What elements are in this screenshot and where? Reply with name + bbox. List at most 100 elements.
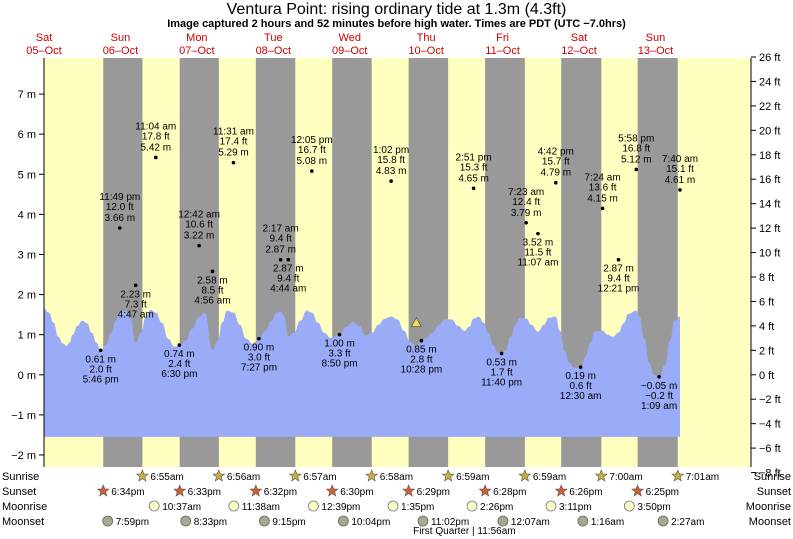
day-date: 09–Oct: [332, 45, 367, 57]
day-date: 05–Oct: [26, 45, 61, 57]
moonrise-icon: [387, 500, 399, 512]
right-tick-label: 10 ft: [759, 248, 780, 260]
sunrise-time: 6:57am: [303, 472, 336, 483]
tide-m-label: 3.66 m: [105, 213, 136, 224]
tide-time-label: 11:40 pm: [481, 378, 522, 389]
moonset-time: 11:02pm: [431, 517, 469, 528]
right-tick-label: −8 ft: [759, 468, 781, 480]
moonset-time: 10:04pm: [351, 517, 390, 528]
moonrise-icon: [308, 500, 319, 512]
right-tick-label: 2 ft: [759, 345, 774, 357]
tide-time-label: 4:47 am: [118, 309, 154, 320]
sunrise-icon: [594, 469, 608, 482]
day-labels: Sat05–OctSun06–OctMon07–OctTue08–OctWed0…: [26, 32, 673, 57]
moonrise-icon: [623, 500, 635, 512]
tide-ft-label: 17.8 ft: [142, 131, 170, 142]
tide-time-label: 11:49 pm: [99, 192, 140, 203]
tide-extremum-dot: [117, 226, 122, 230]
day-weekday: Sat: [571, 32, 588, 44]
tide-extremum-dot: [310, 169, 314, 173]
tide-ft-label: 1.7 ft: [491, 368, 513, 379]
moonset-icon: [577, 515, 589, 527]
tide-m-label: 5.42 m: [140, 142, 171, 153]
tide-time-label: 12:30 am: [560, 391, 602, 402]
moonset-icon: [180, 515, 192, 527]
sunset-time: 6:30pm: [340, 487, 373, 498]
current-level-marker: [410, 316, 422, 328]
row-label-left: Moonset: [2, 516, 44, 528]
tide-time-label: 12:21 pm: [598, 284, 640, 295]
tide-m-label: 2.87 m: [265, 245, 296, 256]
tide-ft-label: 2.0 ft: [90, 364, 112, 375]
axes: −2 m −1 m 0 m 1 m 2 m 3 m 4 m 5 m 6 m 7 m −8 ft −6 …: [11, 52, 780, 480]
tide-ft-label: −0.2 ft: [645, 391, 673, 402]
moonset-time: 7:59pm: [116, 517, 149, 528]
tide-m-label: 0.85 m: [406, 345, 437, 356]
sunrise-icon: [441, 469, 455, 482]
sunrise-icon: [365, 469, 379, 482]
sunset-icon: [325, 484, 339, 497]
moonset-icon: [417, 515, 429, 527]
tide-time-label: 12:05 pm: [291, 135, 333, 146]
tide-extremum-dot: [197, 243, 201, 248]
sunrise-time: 6:58am: [380, 472, 413, 483]
tide-m-label: 0.74 m: [164, 349, 195, 360]
tide-time-label: 4:44 am: [270, 284, 306, 295]
tide-time-label: 2:17 am: [263, 224, 299, 235]
day-weekday: Thu: [417, 32, 436, 44]
tide-ft-label: 15.8 ft: [377, 155, 405, 166]
tide-ft-label: 16.8 ft: [622, 143, 650, 154]
tide-extremum-dot: [678, 188, 682, 192]
moonrise-icon: [148, 500, 160, 512]
tide-m-label: 4.15 m: [587, 193, 618, 204]
tide-extremum-dot: [98, 348, 103, 353]
tide-ft-label: 13.6 ft: [589, 182, 617, 193]
tide-time-label: 10:28 pm: [401, 365, 443, 376]
tide-ft-label: 3.0 ft: [248, 353, 270, 364]
tide-extremum-dot: [278, 257, 283, 262]
tide-ft-label: 12.4 ft: [512, 197, 540, 208]
tide-ft-label: 0.6 ft: [569, 381, 591, 392]
tide-ft-label: 10.6 ft: [185, 220, 213, 231]
tide-extremum-dot: [657, 374, 661, 379]
tide-time-label: 7:23 am: [508, 187, 544, 198]
tide-extremum-dot: [337, 332, 342, 337]
tide-extremum-dot: [524, 221, 528, 225]
moonrise-time: 1:35pm: [401, 502, 434, 513]
sunset-time: 6:32pm: [264, 487, 297, 498]
sunrise-icon: [288, 469, 302, 482]
row-label-right: Sunset: [757, 486, 791, 498]
moonrise-time: 12:39pm: [321, 502, 360, 513]
tide-time-label: 8:50 pm: [321, 359, 357, 370]
right-tick-label: 24 ft: [759, 76, 780, 88]
day-weekday: Tue: [264, 32, 283, 44]
sunset-icon: [96, 484, 110, 497]
sunset-time: 6:34pm: [111, 487, 144, 498]
tide-time-label: 11:04 am: [135, 121, 176, 132]
tide-ft-label: 11.5 ft: [524, 248, 551, 259]
moon-phase-label: First Quarter | 11:56am: [413, 526, 515, 537]
tide-extremum-dot: [536, 231, 540, 236]
tide-extremum-dot: [600, 206, 605, 211]
tide-ft-label: 16.7 ft: [298, 145, 326, 156]
tide-m-label: 0.19 m: [565, 371, 596, 382]
sunrise-icon: [135, 469, 149, 482]
tide-m-label: 5.08 m: [297, 156, 328, 167]
moonset-icon: [657, 515, 669, 527]
tide-m-label: 5.29 m: [218, 148, 249, 159]
tide-time-label: 5:46 pm: [83, 374, 119, 385]
tide-ft-label: 15.3 ft: [460, 162, 488, 173]
tide-time-label: 12:42 am: [178, 210, 220, 221]
tide-time-label: 7:40 am: [662, 154, 698, 165]
sunset-icon: [554, 484, 568, 497]
sunrise-time: 7:00am: [609, 472, 642, 483]
tide-area: [44, 308, 680, 437]
tide-m-label: 3.52 m: [523, 238, 554, 249]
tide-ft-label: 9.4 ft: [277, 274, 299, 285]
sunrise-time: 6:59am: [533, 472, 566, 483]
sunrise-icon: [671, 469, 685, 482]
right-tick-label: 26 ft: [759, 52, 780, 64]
tide-m-label: 0.53 m: [486, 358, 517, 369]
row-label-right: Moonrise: [746, 501, 791, 513]
sunrise-time: 7:01am: [686, 472, 719, 483]
